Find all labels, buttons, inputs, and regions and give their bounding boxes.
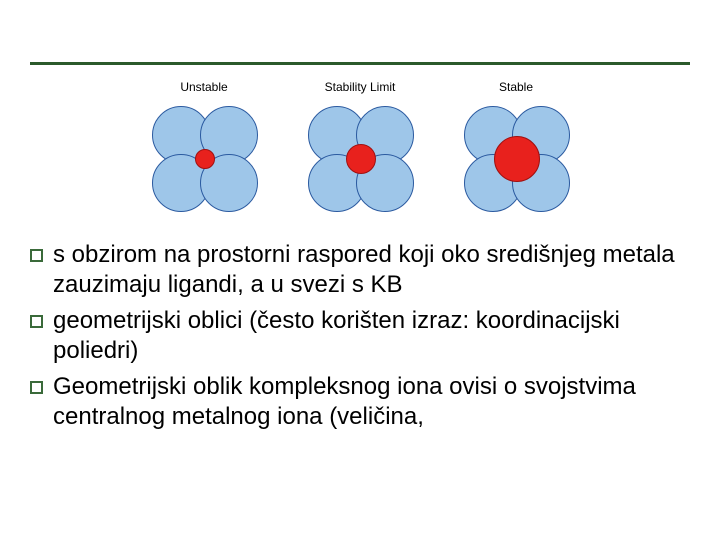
bullet-square-icon bbox=[30, 249, 43, 262]
stability-diagram: Unstable Stability Limit Stable bbox=[0, 80, 720, 218]
diagram-label: Unstable bbox=[180, 80, 227, 94]
cluster-limit bbox=[300, 98, 420, 218]
diagram-unstable: Unstable bbox=[144, 80, 264, 218]
center-ion-circle bbox=[346, 144, 376, 174]
bullet-square-icon bbox=[30, 381, 43, 394]
list-item: s obzirom na prostorni raspored koji oko… bbox=[30, 240, 690, 300]
bullet-square-icon bbox=[30, 315, 43, 328]
slide: Unstable Stability Limit Stable s obziro… bbox=[0, 0, 720, 540]
diagram-label: Stability Limit bbox=[325, 80, 396, 94]
cluster-stable bbox=[456, 98, 576, 218]
bullet-text: geometrijski oblici (često korišten izra… bbox=[53, 306, 690, 366]
cluster-unstable bbox=[144, 98, 264, 218]
center-ion-circle bbox=[494, 136, 540, 182]
title-rule bbox=[30, 62, 690, 65]
diagram-limit: Stability Limit bbox=[300, 80, 420, 218]
center-ion-circle bbox=[195, 149, 215, 169]
bullet-text: s obzirom na prostorni raspored koji oko… bbox=[53, 240, 690, 300]
list-item: Geometrijski oblik kompleksnog iona ovis… bbox=[30, 372, 690, 432]
diagram-label: Stable bbox=[499, 80, 533, 94]
bullet-text: Geometrijski oblik kompleksnog iona ovis… bbox=[53, 372, 690, 432]
bullet-list: s obzirom na prostorni raspored koji oko… bbox=[30, 240, 690, 438]
list-item: geometrijski oblici (često korišten izra… bbox=[30, 306, 690, 366]
diagram-stable: Stable bbox=[456, 80, 576, 218]
